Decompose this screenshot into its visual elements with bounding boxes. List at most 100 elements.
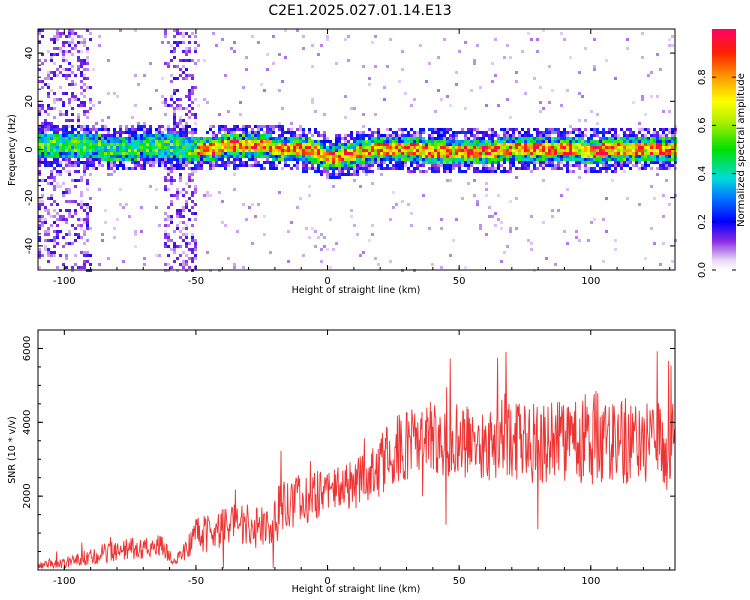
heatmap-cell <box>269 152 272 155</box>
heatmap-cell <box>71 80 74 83</box>
heatmap-cell <box>116 155 119 158</box>
heatmap-cell <box>656 95 659 98</box>
heatmap-cell <box>287 140 290 143</box>
heatmap-cell <box>287 128 290 131</box>
heatmap-cell <box>83 110 86 113</box>
heatmap-cell <box>446 149 449 152</box>
heatmap-cell <box>284 164 287 167</box>
heatmap-cell <box>587 140 590 143</box>
heatmap-cell <box>275 143 278 146</box>
heatmap-cell <box>317 134 320 137</box>
heatmap-cell <box>77 41 80 44</box>
heatmap-cell <box>50 71 53 74</box>
heatmap-cell <box>407 137 410 140</box>
heatmap-cell <box>503 131 506 134</box>
heatmap-cell <box>281 137 284 140</box>
heatmap-cell <box>626 134 629 137</box>
heatmap-cell <box>53 188 56 191</box>
heatmap-cell <box>68 104 71 107</box>
heatmap-cell <box>152 158 155 161</box>
heatmap-cell <box>260 83 263 86</box>
heatmap-cell <box>578 146 581 149</box>
heatmap-cell <box>62 191 65 194</box>
heatmap-cell <box>560 143 563 146</box>
heatmap-cell <box>662 215 665 218</box>
heatmap-cell <box>113 149 116 152</box>
heatmap-cell <box>383 98 386 101</box>
heatmap-cell <box>50 152 53 155</box>
heatmap-cell <box>227 161 230 164</box>
heatmap-cell <box>65 59 68 62</box>
heatmap-cell <box>548 101 551 104</box>
heatmap-cell <box>83 152 86 155</box>
heatmap-cell <box>413 149 416 152</box>
heatmap-cell <box>122 158 125 161</box>
heatmap-cell <box>164 164 167 167</box>
heatmap-cell <box>572 143 575 146</box>
heatmap-cell <box>59 215 62 218</box>
heatmap-cell <box>554 158 557 161</box>
heatmap-cell <box>470 164 473 167</box>
heatmap-cell <box>191 158 194 161</box>
heatmap-cell <box>362 158 365 161</box>
heatmap-cell <box>440 227 443 230</box>
heatmap-cell <box>173 107 176 110</box>
heatmap-cell <box>77 155 80 158</box>
heatmap-cell <box>389 134 392 137</box>
heatmap-cell <box>188 143 191 146</box>
heatmap-cell <box>650 149 653 152</box>
heatmap-cell <box>188 155 191 158</box>
heatmap-cell <box>53 137 56 140</box>
heatmap-cell <box>173 152 176 155</box>
heatmap-cell <box>656 140 659 143</box>
heatmap-cell <box>488 149 491 152</box>
heatmap-cell <box>68 155 71 158</box>
heatmap-cell <box>68 83 71 86</box>
heatmap-cell <box>644 140 647 143</box>
heatmap-cell <box>71 71 74 74</box>
heatmap-cell <box>332 143 335 146</box>
heatmap-cell <box>668 149 671 152</box>
heatmap-cell <box>65 110 68 113</box>
heatmap-cell <box>185 206 188 209</box>
heatmap-cell <box>230 155 233 158</box>
heatmap-cell <box>86 221 89 224</box>
heatmap-cell <box>485 152 488 155</box>
heatmap-cell <box>524 137 527 140</box>
heatmap-cell <box>428 155 431 158</box>
heatmap-cell <box>53 176 56 179</box>
heatmap-cell <box>479 140 482 143</box>
heatmap-cell <box>215 137 218 140</box>
heatmap-cell <box>140 149 143 152</box>
heatmap-cell <box>233 161 236 164</box>
heatmap-cell <box>194 47 197 50</box>
heatmap-cell <box>188 110 191 113</box>
heatmap-cell <box>335 167 338 170</box>
heatmap-cell <box>38 146 41 149</box>
heatmap-cell <box>482 164 485 167</box>
heatmap-cell <box>497 152 500 155</box>
heatmap-cell <box>329 167 332 170</box>
heatmap-cell <box>443 158 446 161</box>
heatmap-cell <box>452 164 455 167</box>
heatmap-cell <box>479 170 482 173</box>
heatmap-cell <box>185 128 188 131</box>
heatmap-cell <box>53 251 56 254</box>
heatmap-cell <box>560 140 563 143</box>
heatmap-cell <box>221 158 224 161</box>
heatmap-cell <box>146 146 149 149</box>
heatmap-cell <box>212 32 215 35</box>
heatmap-cell <box>617 161 620 164</box>
heatmap-cell <box>545 146 548 149</box>
heatmap-cell <box>341 158 344 161</box>
heatmap-cell <box>74 32 77 35</box>
heatmap-cell <box>491 128 494 131</box>
heatmap-cell <box>161 137 164 140</box>
heatmap-cell <box>566 143 569 146</box>
heatmap-cell <box>41 29 44 32</box>
heatmap-cell <box>83 170 86 173</box>
heatmap-cell <box>662 158 665 161</box>
heatmap-cell <box>611 146 614 149</box>
heatmap-cell <box>572 155 575 158</box>
heatmap-cell <box>80 92 83 95</box>
